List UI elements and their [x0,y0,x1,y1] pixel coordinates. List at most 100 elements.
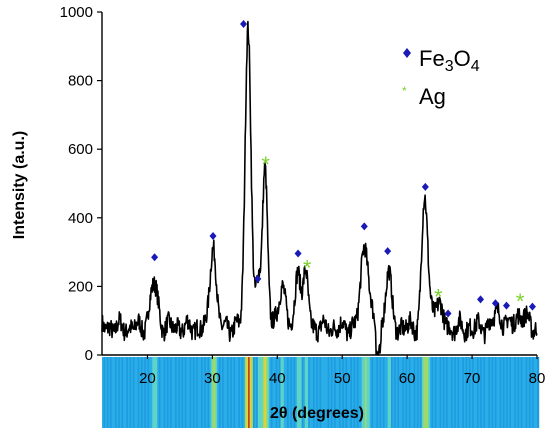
heatmap-cell [389,357,392,428]
heatmap-cell [428,357,431,428]
heatmap-cell [150,357,153,428]
heatmap-cell [259,357,262,428]
heatmap-cell [337,357,340,428]
heatmap-cell [303,357,306,428]
heatmap-cell [119,357,123,428]
heatmap-cell [269,357,272,428]
heatmap-cell [412,357,415,428]
heatmap-cell [131,357,134,428]
heatmap-cell [520,357,523,428]
heatmap-cell [369,357,373,428]
heatmap-cell [144,357,147,428]
heatmap-cell [191,357,194,428]
heatmap-cell [437,357,441,428]
heatmap-cell [274,357,277,428]
heatmap-cell [106,357,110,428]
heatmap-cell [462,357,465,428]
heatmap-cell [351,357,355,428]
heatmap-cell [387,357,390,428]
x-axis-title: 2θ (degrees) [270,405,364,422]
heatmap-cell [334,357,337,428]
heatmap-cell [201,357,204,428]
heatmap-cell [475,357,478,428]
heatmap-cell [501,357,504,428]
heatmap-cell [353,357,356,428]
y-tick-label: 400 [68,210,93,227]
heatmap-cell [390,357,394,428]
heatmap-cell [420,357,423,428]
heatmap-cell [509,357,512,428]
heatmap-cell [316,357,319,428]
heatmap-cell [270,357,274,428]
heatmap-cell [330,357,334,428]
heatmap-cell [262,357,265,428]
y-axis-title: Intensity (a.u.) [11,131,28,239]
heatmap-cell [524,357,527,428]
heatmap-cell [210,357,213,428]
heatmap-cell [473,357,476,428]
heatmap-cell [254,357,257,428]
heatmap-cell [483,357,486,428]
heatmap-cell [261,357,264,428]
heatmap-cell [123,357,126,428]
heatmap-cell [145,357,149,428]
heatmap-cell [429,357,433,428]
heatmap-cell [368,357,371,428]
heatmap-cell [327,357,330,428]
heatmap-cell [532,357,535,428]
heatmap-cell [376,357,379,428]
heatmap-cell [340,357,343,428]
x-tick-label: 20 [139,370,156,387]
heatmap-cell [363,357,366,428]
heatmap-cell [361,357,364,428]
heatmap-cell [431,357,434,428]
heatmap-cell [522,357,525,428]
heatmap-cell [528,357,532,428]
heatmap-cell [129,357,132,428]
heatmap-cell [215,357,218,428]
heatmap-cell [504,357,507,428]
heatmap-cell [502,357,506,428]
fe3o4-marker [209,231,217,240]
x-tick-label: 70 [464,370,481,387]
heatmap-cell [230,357,233,428]
heatmap-cell [155,357,158,428]
heatmap-cell [465,357,468,428]
fe3o4-marker [240,20,248,29]
heatmap-cell [238,357,241,428]
heatmap-cell [498,357,501,428]
heatmap-cell [486,357,489,428]
heatmap-cell [137,357,140,428]
heatmap-cell [181,357,184,428]
heatmap-cell [535,357,538,428]
heatmap-cell [275,357,278,428]
heatmap-cell [132,357,136,428]
heatmap-cell [441,357,444,428]
heatmap-cell [371,357,374,428]
heatmap-cell [235,357,238,428]
heatmap-cell [236,357,239,428]
heatmap-cell [478,357,481,428]
heatmap-cell [287,357,290,428]
heatmap-cell [499,357,502,428]
heatmap-cell [468,357,472,428]
heatmap-cell [442,357,446,428]
heatmap-cell [408,357,411,428]
heatmap-cell [394,357,397,428]
heatmap-cell [139,357,142,428]
heatmap-cell [241,357,244,428]
ag-marker: * [261,152,270,177]
heatmap-cell [189,357,192,428]
heatmap-cell [444,357,447,428]
heatmap-cell [480,357,483,428]
heatmap-cell [228,357,231,428]
axes: 0 200 400 600 800 1000 20 30 40 50 60 70 80 [60,4,546,387]
heatmap-cell [395,357,399,428]
heatmap-cell [301,357,304,428]
heatmap-cell [308,357,311,428]
heatmap-cell [291,357,295,428]
fe3o4-marker [491,299,499,308]
heatmap-cell [304,357,308,428]
heatmap-cell [358,357,361,428]
x-tick-label: 40 [269,370,286,387]
